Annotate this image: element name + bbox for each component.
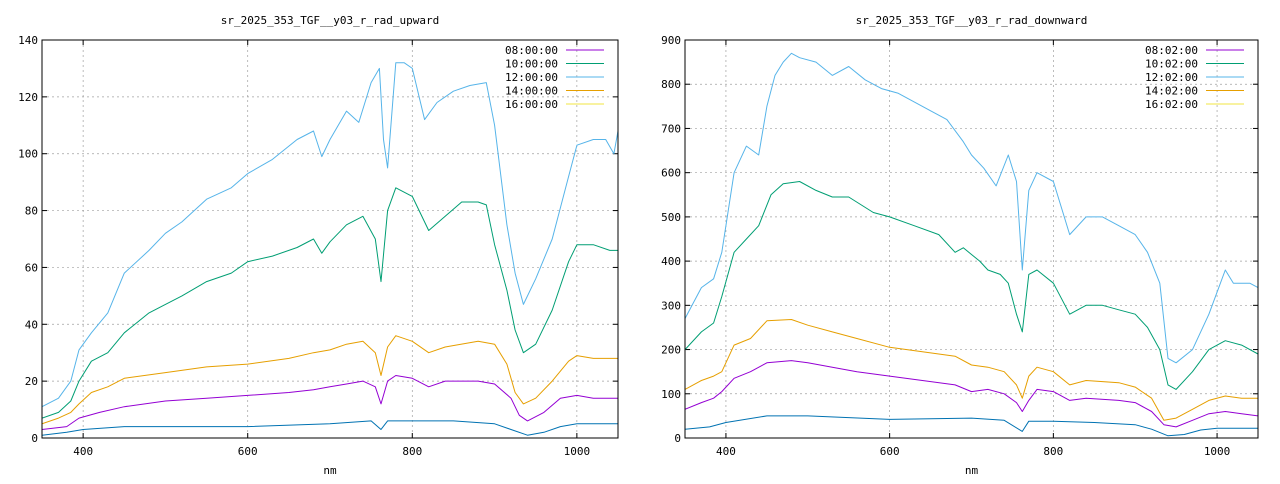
y-tick-label: 600 xyxy=(661,167,681,180)
x-axis-label: nm xyxy=(965,464,979,477)
y-tick-label: 100 xyxy=(661,388,681,401)
x-tick-label: 400 xyxy=(716,445,736,458)
y-tick-label: 100 xyxy=(18,148,38,161)
legend-label: 16:00:00 xyxy=(505,98,558,111)
legend-label: 16:02:00 xyxy=(1145,98,1198,111)
y-tick-label: 900 xyxy=(661,34,681,47)
y-tick-label: 60 xyxy=(25,261,38,274)
series-line-baseline xyxy=(42,420,618,436)
x-tick-label: 1000 xyxy=(1204,445,1231,458)
y-tick-label: 300 xyxy=(661,299,681,312)
y-tick-label: 0 xyxy=(31,432,38,445)
y-tick-label: 700 xyxy=(661,122,681,135)
plot-frame xyxy=(684,39,1259,439)
legend-label: 14:00:00 xyxy=(505,85,558,98)
y-tick-label: 0 xyxy=(674,432,681,445)
chart-panel-1: sr_2025_353_TGF__y03_r_rad_downward 0 100 2… xyxy=(661,14,1259,477)
x-axis-label: nm xyxy=(323,464,337,477)
y-tick-label: 500 xyxy=(661,211,681,224)
chart-title: sr_2025_353_TGF__y03_r_rad_downward xyxy=(856,14,1088,27)
plot-area xyxy=(685,52,1258,437)
legend-label: 08:02:00 xyxy=(1145,44,1198,57)
y-tick-label: 20 xyxy=(25,375,38,388)
series-line-120000 xyxy=(42,62,618,408)
series-line-080000 xyxy=(42,375,618,430)
series-line-140000 xyxy=(42,335,618,425)
legend-label: 14:02:00 xyxy=(1145,85,1198,98)
y-tick-label: 200 xyxy=(661,344,681,357)
plot-frame xyxy=(41,39,619,439)
chart-title: sr_2025_353_TGF__y03_r_rad_upward xyxy=(221,14,440,27)
x-tick-label: 600 xyxy=(880,445,900,458)
series-line-080200 xyxy=(685,360,1258,428)
x-tick-label: 400 xyxy=(73,445,93,458)
chart-panel-0: sr_2025_353_TGF__y03_r_rad_upward 0 20 40 60… xyxy=(18,14,619,477)
legend-label: 12:02:00 xyxy=(1145,71,1198,84)
legend-label: 10:00:00 xyxy=(505,58,558,71)
y-tick-label: 120 xyxy=(18,91,38,104)
y-tick-label: 40 xyxy=(25,318,38,331)
series-line-120200 xyxy=(685,52,1258,364)
legend-label: 08:00:00 xyxy=(505,44,558,57)
x-tick-label: 600 xyxy=(238,445,258,458)
series-line-baseline xyxy=(685,415,1258,437)
x-tick-label: 800 xyxy=(402,445,422,458)
series-line-140200 xyxy=(685,319,1258,421)
y-tick-label: 800 xyxy=(661,78,681,91)
y-tick-label: 140 xyxy=(18,34,38,47)
plot-area xyxy=(42,62,618,436)
y-tick-label: 80 xyxy=(25,205,38,218)
series-line-100000 xyxy=(42,187,618,419)
legend-label: 10:02:00 xyxy=(1145,58,1198,71)
series-line-100200 xyxy=(685,181,1258,390)
y-tick-label: 400 xyxy=(661,255,681,268)
x-tick-label: 800 xyxy=(1043,445,1063,458)
legend-label: 12:00:00 xyxy=(505,71,558,84)
x-tick-label: 1000 xyxy=(564,445,591,458)
